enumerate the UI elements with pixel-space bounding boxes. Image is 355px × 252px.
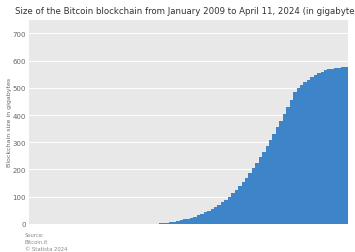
Bar [166,223,169,224]
Bar [334,69,338,224]
Bar [310,78,314,224]
Bar [317,74,321,224]
Bar [248,173,252,224]
Bar [173,222,176,224]
Bar [324,71,327,224]
Bar [304,83,307,224]
Bar [286,108,290,224]
Bar [331,70,334,224]
Bar [238,186,241,224]
Bar [245,178,248,224]
Bar [252,168,255,224]
Bar [321,72,324,224]
Bar [183,220,187,224]
Bar [266,146,269,224]
Bar [293,93,296,224]
Bar [207,211,211,224]
Bar [314,76,317,224]
Bar [204,213,207,224]
Bar [218,205,221,224]
Bar [163,223,166,224]
Bar [211,209,214,224]
Bar [283,114,286,224]
Bar [221,203,224,224]
Bar [255,163,259,224]
Bar [231,194,235,224]
Bar [228,197,231,224]
Bar [259,158,262,224]
Bar [272,134,276,224]
Bar [176,221,180,224]
Bar [290,101,293,224]
Bar [224,200,228,224]
Bar [269,141,272,224]
Bar [235,190,238,224]
Bar [307,80,310,224]
Text: Source:
Bitcoin.it
© Statista 2024: Source: Bitcoin.it © Statista 2024 [25,232,67,251]
Y-axis label: Blockchain size in gigabytes: Blockchain size in gigabytes [7,78,12,167]
Bar [279,121,283,224]
Bar [241,182,245,224]
Title: Size of the Bitcoin blockchain from January 2009 to April 11, 2024 (in gigabytes: Size of the Bitcoin blockchain from Janu… [15,7,355,16]
Bar [300,86,304,224]
Bar [180,220,183,224]
Bar [327,70,331,224]
Bar [341,68,345,224]
Bar [345,67,348,224]
Bar [193,217,197,224]
Bar [262,152,266,224]
Bar [338,69,341,224]
Bar [200,214,204,224]
Bar [276,128,279,224]
Bar [197,215,200,224]
Bar [169,222,173,224]
Bar [190,218,193,224]
Bar [187,219,190,224]
Bar [296,88,300,224]
Bar [214,207,218,224]
